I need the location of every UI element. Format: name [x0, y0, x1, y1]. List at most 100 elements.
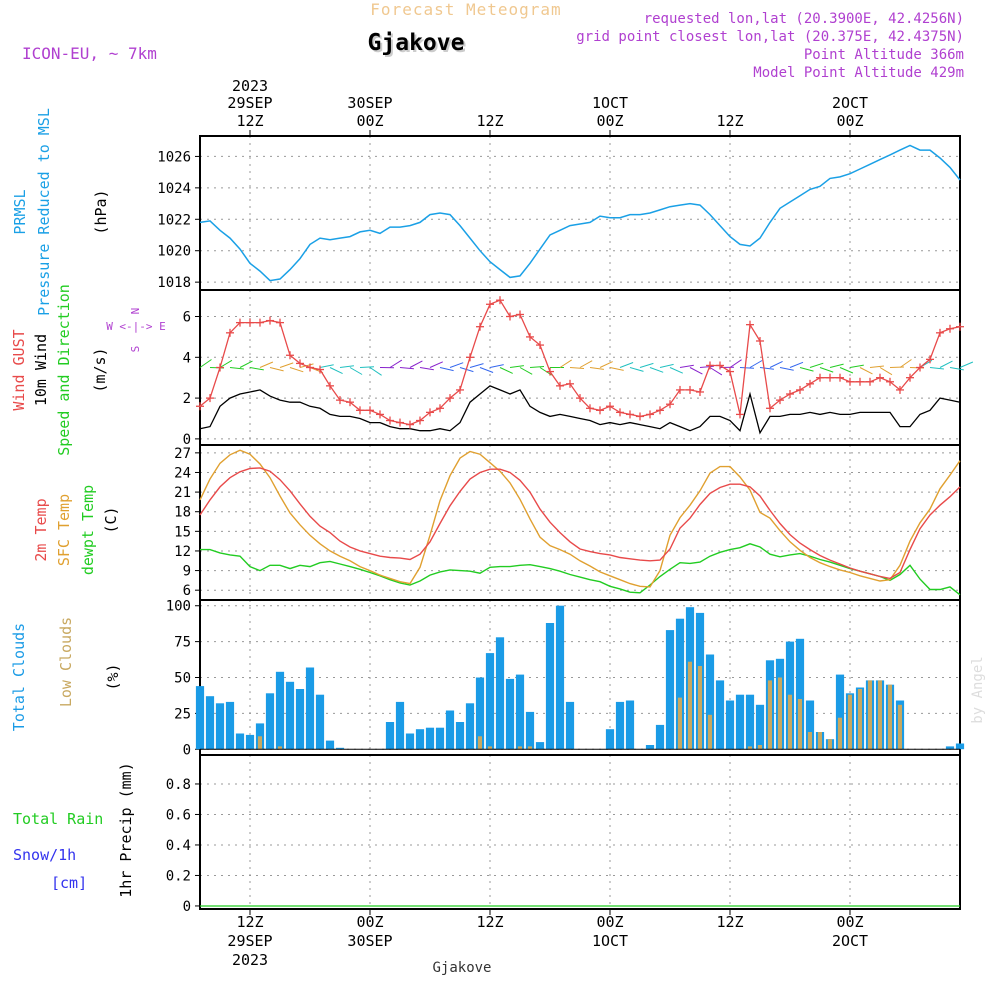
total-cloud-bar	[615, 701, 625, 750]
gust-marker	[496, 296, 504, 305]
wind-direction-arrow	[739, 367, 755, 369]
total-cloud-bar	[395, 701, 405, 750]
total-cloud-bar	[625, 700, 635, 750]
low-cloud-bar	[477, 736, 482, 750]
total-cloud-bar	[715, 680, 725, 750]
total-cloud-bar	[385, 722, 395, 750]
wind-direction-arrow	[779, 367, 794, 371]
gust-marker	[386, 416, 394, 425]
y-tick-label: 12	[174, 544, 191, 560]
total-cloud-bar	[415, 729, 425, 750]
wind-direction-arrow	[429, 361, 444, 368]
y-tick-label: 0	[183, 432, 191, 448]
low-cloud-bar	[687, 661, 692, 750]
total-cloud-bar	[475, 677, 485, 750]
gust-marker	[586, 404, 594, 413]
gust-marker	[906, 373, 914, 382]
wind-direction-arrow	[639, 362, 654, 368]
total-cloud-bar	[215, 703, 225, 750]
y-tick-label: 25	[174, 706, 191, 722]
y-tick-label: 1022	[157, 212, 191, 228]
low-cloud-bar	[787, 694, 792, 750]
total-rain-label: Total Rain	[13, 810, 103, 828]
wind-direction-arrow	[529, 366, 545, 368]
wind-direction-arrow	[679, 364, 694, 368]
y-tick-label: 9	[183, 564, 191, 580]
total-cloud-bar	[235, 733, 245, 750]
wind-direction-arrow	[789, 361, 804, 368]
y-tick-label: 1026	[157, 149, 191, 165]
pressure-unit: (hPa)	[92, 189, 110, 234]
gust-marker	[716, 361, 724, 370]
total-cloud-bar	[315, 694, 325, 750]
gust-marker	[446, 394, 454, 403]
top-time-label: 12Z	[716, 112, 743, 130]
gust-marker	[406, 420, 414, 429]
gust-marker	[536, 341, 544, 350]
low-cloud-bar	[807, 732, 812, 750]
model-label: ICON-EU, ~ 7km	[22, 44, 157, 63]
pressure-line	[199, 144, 961, 282]
wind-direction-arrow	[579, 360, 593, 368]
wind-direction-arrow	[449, 362, 464, 368]
total-cloud-bar	[725, 700, 735, 750]
gust-marker	[546, 367, 554, 376]
gust-marker	[276, 318, 284, 327]
wind-direction-arrow	[609, 367, 624, 371]
watermark: by Angel	[970, 656, 986, 723]
bottom-time-label: 12Z	[236, 913, 263, 931]
wind-10m-label: 10m Wind	[32, 334, 50, 406]
low-cloud-bar	[697, 666, 702, 750]
gust-marker	[426, 408, 434, 417]
bottom-time-label: 2023	[232, 951, 268, 969]
precip-panel: 0 0.2 0.4 0.6 0.8	[166, 754, 961, 915]
gust-marker	[696, 387, 704, 396]
bottom-time-label: 12Z	[476, 913, 503, 931]
gust-marker	[236, 318, 244, 327]
gust-marker	[686, 385, 694, 394]
low-cloud-bar	[797, 699, 802, 750]
total-cloud-bar	[465, 703, 475, 750]
total-cloud-bar	[505, 678, 515, 750]
compass-n: N	[129, 308, 142, 315]
total-cloud-bar	[655, 724, 665, 750]
gust-marker	[366, 406, 374, 415]
total-cloud-bar	[195, 686, 205, 750]
wind-direction-arrow	[869, 365, 884, 368]
low-clouds-label: Low Clouds	[57, 617, 75, 707]
wind-direction-arrow	[859, 367, 873, 375]
gust-marker	[646, 410, 654, 419]
wind-direction-arrow	[569, 367, 585, 369]
total-cloud-bar	[645, 745, 655, 750]
low-cloud-bar	[527, 746, 532, 750]
gust-marker	[416, 416, 424, 425]
total-cloud-bar	[495, 637, 505, 750]
gust-marker	[626, 410, 634, 419]
gust-marker	[846, 377, 854, 386]
gust-marker	[356, 406, 364, 415]
gust-marker	[576, 394, 584, 403]
gust-marker	[666, 400, 674, 409]
y-tick-label: 0.8	[166, 777, 191, 793]
wind-direction-arrow	[249, 367, 264, 371]
y-tick-label: 15	[174, 524, 191, 540]
gust-marker	[826, 373, 834, 382]
wind-direction-arrow	[479, 367, 494, 373]
wind-direction-arrow	[749, 360, 763, 368]
wind-dir-label: Speed and Direction	[55, 284, 73, 456]
temp-sfc-label: SFC Temp	[55, 494, 73, 566]
wind-gust-label: Wind GUST	[10, 329, 28, 410]
temp-2m-line	[199, 467, 961, 580]
total-cloud-bar	[795, 638, 805, 750]
low-cloud-bar	[817, 732, 822, 750]
wind-direction-arrow	[229, 367, 244, 370]
panel-frame	[199, 754, 961, 910]
bottom-time-label: 2OCT	[832, 932, 868, 950]
y-tick-label: 100	[166, 599, 191, 615]
snow-label: Snow/1h	[13, 846, 76, 864]
wind-direction-arrow	[409, 360, 423, 368]
total-cloud-bar	[565, 701, 575, 750]
gust-marker	[506, 312, 514, 321]
wind-direction-arrow	[889, 366, 905, 368]
wind-direction-arrow	[849, 364, 864, 368]
